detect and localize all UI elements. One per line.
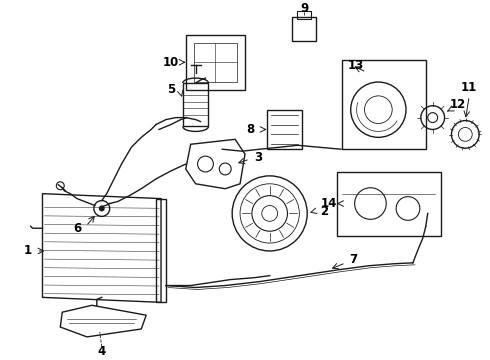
Text: 8: 8: [246, 123, 254, 136]
Bar: [156, 199, 166, 302]
Text: 4: 4: [98, 345, 106, 358]
Text: 1: 1: [24, 244, 32, 257]
Text: 14: 14: [321, 197, 337, 210]
Text: 5: 5: [167, 84, 175, 96]
Text: 10: 10: [163, 56, 179, 69]
Circle shape: [99, 206, 105, 211]
Text: 12: 12: [449, 98, 466, 111]
Text: 2: 2: [320, 205, 328, 218]
Text: 7: 7: [349, 253, 358, 266]
Bar: [267, 110, 302, 149]
Text: 11: 11: [461, 81, 477, 94]
Bar: [183, 83, 208, 126]
Bar: [342, 60, 426, 149]
Text: 6: 6: [73, 222, 81, 235]
Bar: [194, 42, 237, 82]
Bar: [297, 11, 311, 19]
Text: 13: 13: [347, 59, 364, 72]
Text: 3: 3: [254, 150, 262, 163]
Bar: [337, 172, 441, 236]
Text: 9: 9: [300, 3, 308, 15]
Bar: [186, 35, 245, 90]
Bar: [293, 17, 316, 41]
